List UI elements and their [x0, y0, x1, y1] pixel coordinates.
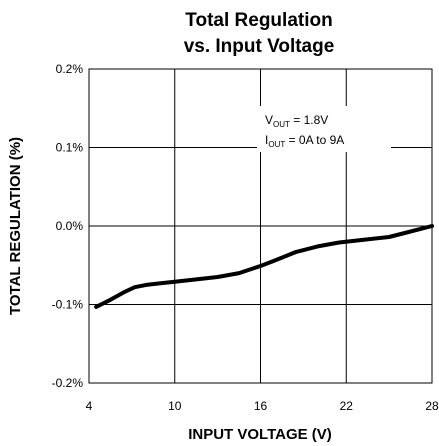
chart-title-line-1: Total Regulation: [185, 10, 332, 31]
annotation-iout: IOUT = 0A to 9A: [265, 133, 344, 149]
y-axis-label: TOTAL REGULATION (%): [7, 137, 24, 315]
regulation-series-line: [94, 224, 434, 309]
annotation-iout-prefix: I: [265, 133, 268, 147]
x-tick-label-4: 28: [425, 399, 439, 413]
annotation-iout-sub: OUT: [268, 140, 285, 149]
y-tick-label-4: -0.2%: [52, 376, 84, 390]
x-tick-label-0: 4: [86, 399, 93, 413]
y-tick-label-3: -0.1%: [52, 298, 84, 312]
y-tick-label-1: 0.1%: [56, 141, 84, 155]
annotation-vout-suffix: = 1.8V: [290, 113, 328, 127]
x-tick-label-2: 16: [254, 399, 268, 413]
annotation-vout-sub: OUT: [273, 120, 290, 129]
x-tick-label-3: 22: [340, 399, 354, 413]
x-tick-label-1: 10: [168, 399, 182, 413]
annotation-vout-prefix: V: [265, 113, 273, 127]
chart-title-line-2: vs. Input Voltage: [184, 36, 335, 57]
annotation-vout: VOUT = 1.8V: [265, 113, 328, 129]
annotation-box-bg: [257, 106, 391, 152]
x-axis-label: INPUT VOLTAGE (V): [188, 426, 332, 443]
y-tick-label-2: 0.0%: [56, 219, 84, 233]
annotation-iout-suffix: = 0A to 9A: [285, 133, 344, 147]
y-tick-label-0: 0.2%: [56, 62, 84, 76]
x-tick-labels: 4 10 16 22 28: [86, 399, 439, 413]
y-tick-labels: 0.2% 0.1% 0.0% -0.1% -0.2%: [52, 62, 84, 390]
